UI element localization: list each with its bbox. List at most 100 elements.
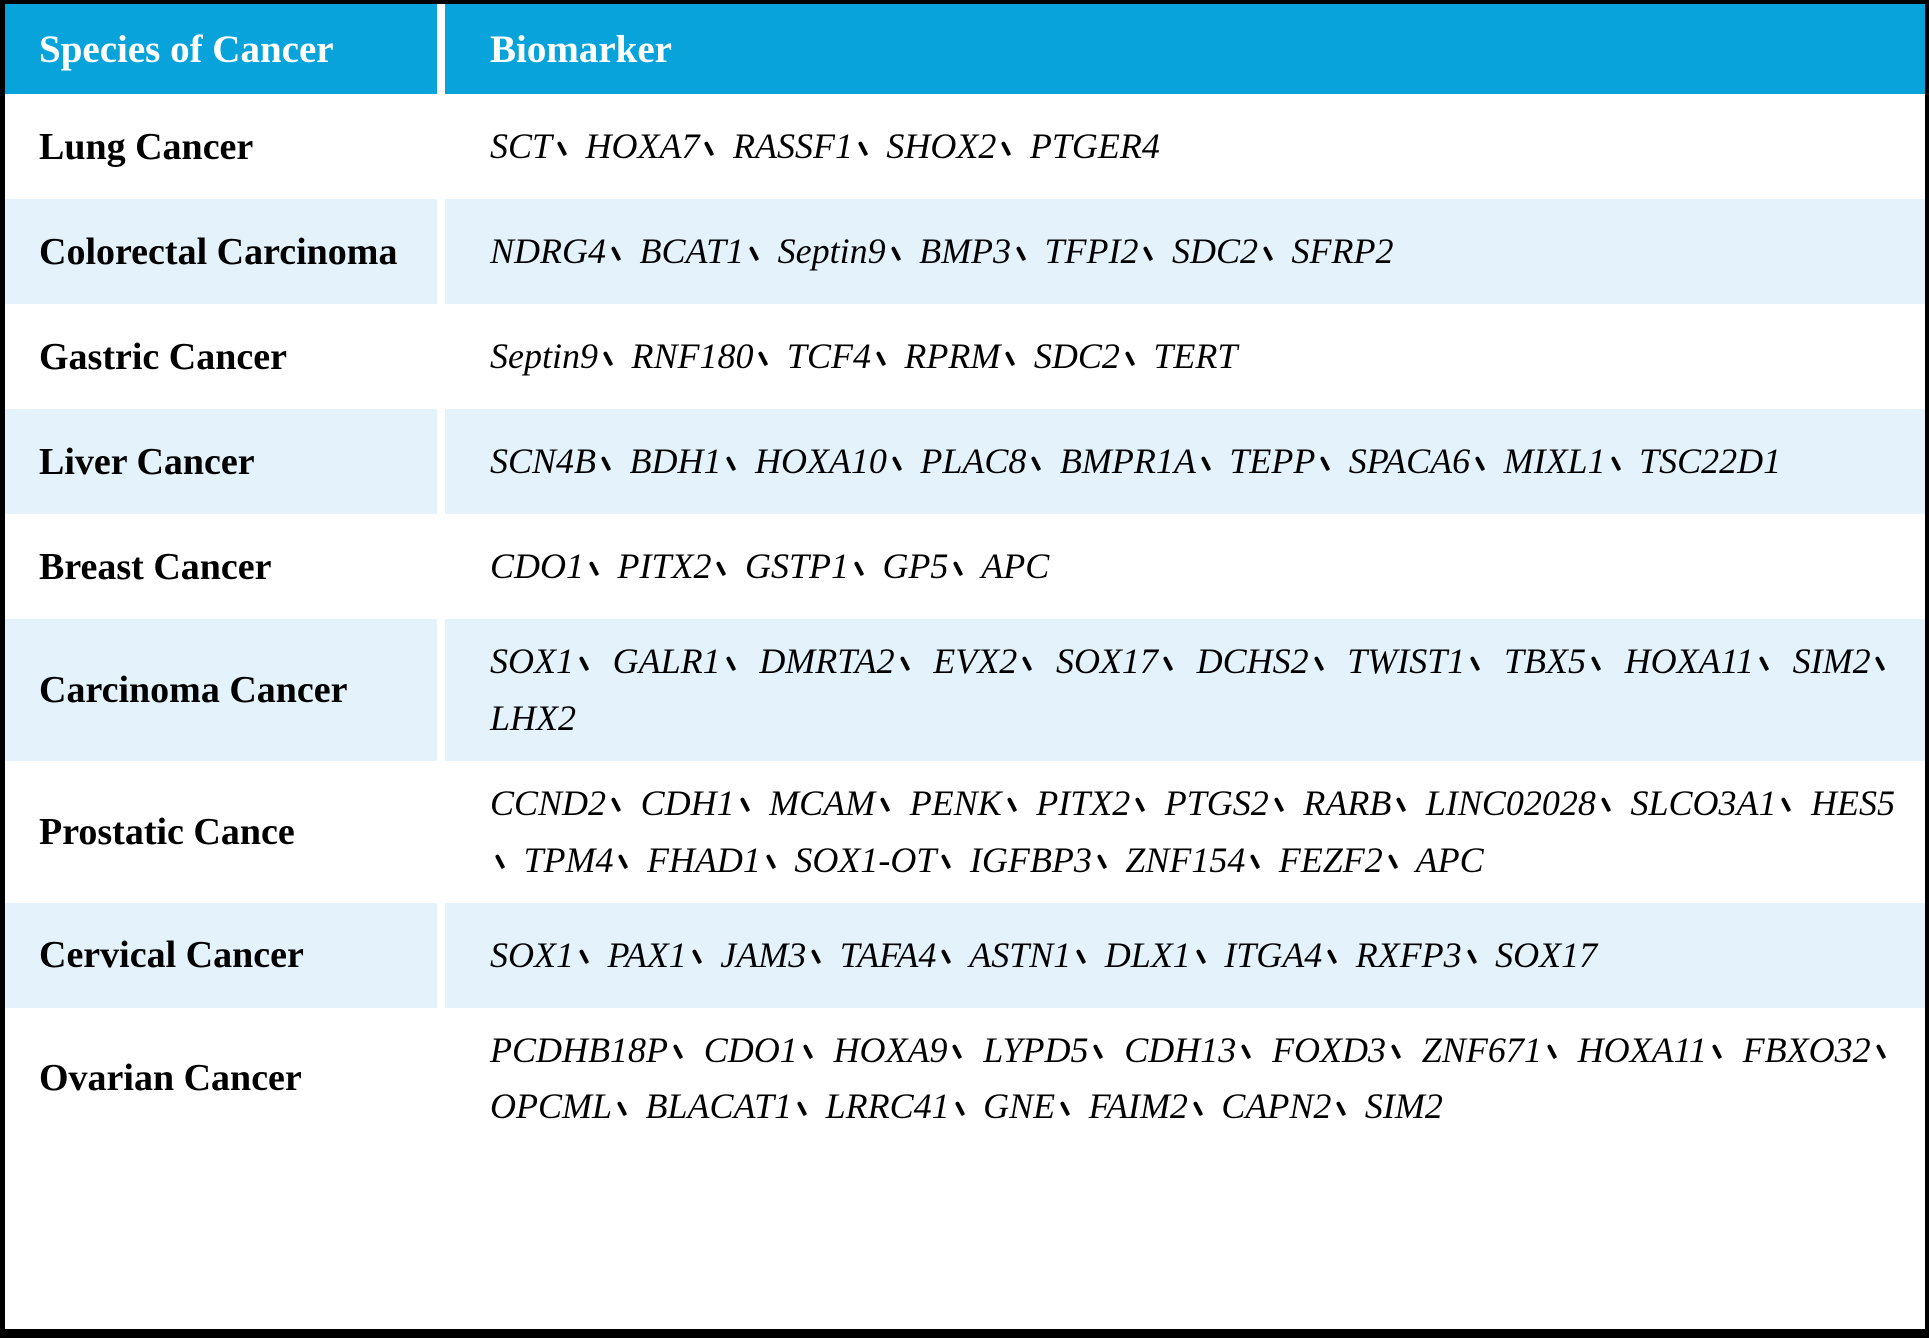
biomarker-gene: SIM2 <box>1792 641 1871 681</box>
ideographic-comma-separator <box>609 234 629 270</box>
biomarker-gene: Septin9 <box>777 231 886 272</box>
ideographic-comma-separator <box>1334 1089 1354 1125</box>
ideographic-comma-separator <box>555 129 575 165</box>
ideographic-comma-separator <box>493 842 513 878</box>
biomarker-gene: CDO1 <box>703 1029 798 1070</box>
biomarker-cell: SOX1 PAX1 JAM3 TAFA4 ASTN1 DLX1 ITGA4 RX… <box>445 902 1925 1008</box>
biomarker-gene: TPM4 <box>523 839 614 880</box>
biomarker-gene: SIM2 <box>1364 1086 1443 1127</box>
ideographic-comma-separator <box>1161 643 1181 679</box>
table-row: Lung Cancer SCT HOXA7 RASSF1 SHOX2 PTGER4 <box>5 94 1925 199</box>
biomarker-gene: GNE <box>983 1086 1056 1127</box>
biomarker-gene: LYPD5 <box>983 1029 1089 1070</box>
ideographic-comma-separator <box>1779 785 1799 821</box>
biomarker-gene: SCN4B <box>490 441 597 482</box>
biomarker-gene: PTGER4 <box>1029 126 1160 167</box>
biomarker-gene: ASTN1 <box>969 934 1072 975</box>
biomarker-list: SCT HOXA7 RASSF1 SHOX2 PTGER4 <box>490 118 1895 175</box>
biomarker-gene: SLCO3A1 <box>1630 782 1777 823</box>
ideographic-comma-separator <box>1386 842 1406 878</box>
biomarker-gene: TBX5 <box>1503 641 1586 681</box>
biomarker-gene: SOX17 <box>1495 934 1598 975</box>
table-row: Prostatic Cance CCND2 CDH1 MCAM PENK PITX… <box>5 760 1925 903</box>
species-cell: Gastric Cancer <box>5 304 445 409</box>
species-cell: Prostatic Cance <box>5 760 445 903</box>
biomarker-gene: CDH1 <box>640 782 735 823</box>
biomarker-gene: SOX1 <box>490 934 574 975</box>
ideographic-comma-separator <box>1589 643 1609 679</box>
biomarker-gene: SCT <box>490 126 553 167</box>
ideographic-comma-separator <box>878 785 898 821</box>
ideographic-comma-separator <box>1091 1032 1111 1068</box>
biomarker-cell: SCN4B BDH1 HOXA10 PLAC8 BMPR1A TEPP SPAC… <box>445 409 1925 514</box>
biomarker-gene: HOXA9 <box>833 1029 948 1070</box>
ideographic-comma-separator <box>1389 1032 1409 1068</box>
biomarker-gene: FHAD1 <box>646 839 761 880</box>
table-row: Colorectal Carcinoma NDRG4 BCAT1 Septin9 … <box>5 199 1925 304</box>
biomarker-gene: TERT <box>1153 336 1238 377</box>
ideographic-comma-separator <box>1029 444 1049 480</box>
biomarker-gene: BLACAT1 <box>645 1086 793 1127</box>
species-cell: Carcinoma Cancer <box>5 619 445 761</box>
biomarker-gene: CDH13 <box>1124 1029 1237 1070</box>
biomarker-gene: TAFA4 <box>839 934 937 975</box>
biomarker-gene: FBXO32 <box>1742 1029 1871 1070</box>
ideographic-comma-separator <box>874 339 894 375</box>
biomarker-list: NDRG4 BCAT1 Septin9 BMP3 TFPI2 SDC2 SFRP… <box>490 223 1895 280</box>
ideographic-comma-separator <box>1003 339 1023 375</box>
species-cell: Liver Cancer <box>5 409 445 514</box>
biomarker-gene: SDC2 <box>1033 336 1120 377</box>
ideographic-comma-separator <box>1325 937 1345 973</box>
biomarker-gene: JAM3 <box>720 934 807 975</box>
biomarker-gene: FEZF2 <box>1278 839 1383 880</box>
ideographic-comma-separator <box>587 549 607 585</box>
ideographic-comma-separator <box>601 339 621 375</box>
ideographic-comma-separator <box>1248 842 1268 878</box>
ideographic-comma-separator <box>809 937 829 973</box>
biomarker-gene: CCND2 <box>490 782 607 823</box>
biomarker-cell: NDRG4 BCAT1 Septin9 BMP3 TFPI2 SDC2 SFRP… <box>445 199 1925 304</box>
ideographic-comma-separator <box>1873 643 1893 679</box>
ideographic-comma-separator <box>939 937 959 973</box>
biomarker-list: CCND2 CDH1 MCAM PENK PITX2 PTGS2 RARB LI… <box>490 775 1895 889</box>
ideographic-comma-separator <box>1014 234 1034 270</box>
ideographic-comma-separator <box>1468 643 1488 679</box>
ideographic-comma-separator <box>856 129 876 165</box>
ideographic-comma-separator <box>1318 444 1338 480</box>
table-row: Cervical Cancer SOX1 PAX1 JAM3 TAFA4 ASTN… <box>5 902 1925 1008</box>
biomarker-gene: MIXL1 <box>1503 441 1606 482</box>
column-header-species: Species of Cancer <box>5 4 445 94</box>
biomarker-gene: BCAT1 <box>639 231 745 272</box>
ideographic-comma-separator <box>1191 1089 1211 1125</box>
biomarker-list: CDO1 PITX2 GSTP1 GP5 APC <box>490 538 1895 595</box>
ideographic-comma-separator <box>1608 444 1628 480</box>
ideographic-comma-separator <box>1005 785 1025 821</box>
biomarker-gene: GALR1 <box>612 641 721 681</box>
ideographic-comma-separator <box>737 785 757 821</box>
biomarker-gene: SOX1-OT <box>794 839 937 880</box>
biomarker-gene: TSC22D1 <box>1639 441 1782 482</box>
biomarker-gene: EVX2 <box>933 641 1018 681</box>
ideographic-comma-separator <box>671 1032 691 1068</box>
table-body: Lung Cancer SCT HOXA7 RASSF1 SHOX2 PTGER4… <box>5 94 1925 1150</box>
species-cell: Ovarian Cancer <box>5 1007 445 1150</box>
biomarker-list: Septin9 RNF180 TCF4 RPRM SDC2 TERT <box>490 328 1895 385</box>
biomarker-gene: RNF180 <box>631 336 754 377</box>
biomarker-cell: CDO1 PITX2 GSTP1 GP5 APC <box>445 514 1925 619</box>
biomarker-gene: DLX1 <box>1104 934 1191 975</box>
biomarker-gene: LHX2 <box>490 697 577 738</box>
ideographic-comma-separator <box>1394 785 1414 821</box>
biomarker-cell: Septin9 RNF180 TCF4 RPRM SDC2 TERT <box>445 304 1925 409</box>
table-row: Gastric Cancer Septin9 RNF180 TCF4 RPRM S… <box>5 304 1925 409</box>
biomarker-gene: BMPR1A <box>1059 441 1196 482</box>
biomarker-gene: TFPI2 <box>1044 231 1139 272</box>
ideographic-comma-separator <box>616 842 636 878</box>
biomarker-gene: APC <box>1415 839 1484 880</box>
biomarker-gene: RARB <box>1303 782 1392 823</box>
biomarker-gene: SDC2 <box>1171 231 1258 272</box>
biomarker-gene: HOXA7 <box>585 126 700 167</box>
ideographic-comma-separator <box>801 1032 821 1068</box>
biomarker-gene: RXFP3 <box>1355 934 1462 975</box>
biomarker-gene: ITGA4 <box>1224 934 1323 975</box>
